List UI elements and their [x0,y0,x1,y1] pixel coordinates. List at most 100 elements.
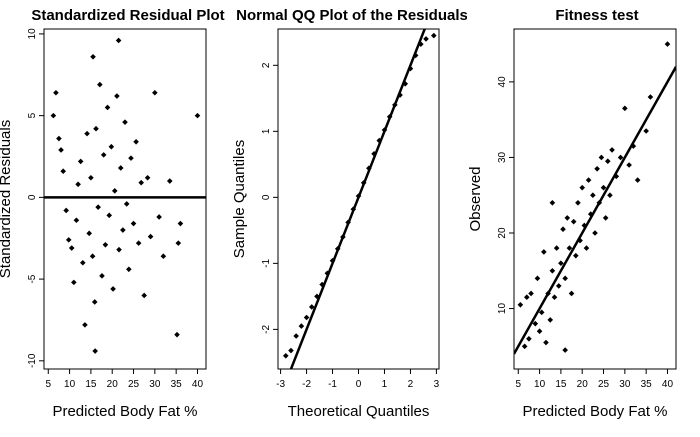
data-point [573,252,579,259]
x-axis-title: Theoretical Quantiles [288,403,430,420]
y-tick-label: 10 [497,303,508,315]
data-point [376,137,383,144]
data-point [630,143,637,149]
data-point [600,184,607,191]
data-point [68,245,75,251]
data-point [177,220,184,227]
data-point [536,328,543,335]
data-point [643,128,649,134]
plot-area [514,41,676,355]
data-point [609,147,615,153]
x-tick-label: 30 [149,379,161,390]
data-point [613,173,620,180]
data-point [175,240,182,246]
data-point [160,253,167,260]
data-point [585,177,592,183]
data-point [117,165,124,171]
data-point [102,241,109,248]
data-point [58,147,64,153]
data-point [598,154,605,161]
data-point [566,245,573,251]
x-tick-label: 15 [555,379,567,390]
reference-line [289,29,427,369]
x-tick-label: 25 [128,379,140,390]
y-tick-label: -5 [27,274,38,283]
data-point [345,219,351,226]
data-point [174,331,180,338]
data-point [99,273,105,279]
data-point [560,226,566,233]
data-point [115,37,122,44]
data-point [360,180,367,186]
data-point [547,317,554,323]
data-point [106,212,113,219]
x-tick-label: 35 [641,379,653,390]
data-point [111,188,118,194]
data-point [423,36,429,42]
data-point [135,240,142,246]
data-point [147,233,154,240]
y-tick-label: 0 [261,194,272,200]
data-point [555,283,562,289]
data-point [88,174,94,181]
data-point [82,322,88,328]
x-tick-label: 10 [64,379,76,390]
chart-panel-2: Normal QQ Plot of the Residuals -3 -2 -1 0 1 2… [231,7,468,420]
data-point [543,339,549,346]
data-point [110,286,116,292]
data-point [156,214,162,220]
plot-frame [513,28,677,370]
data-point [392,102,398,108]
y-tick-label: -2 [261,325,272,334]
data-point [402,80,409,87]
data-point [116,246,122,253]
x-tick-label: 5 [45,379,51,390]
data-point [534,275,541,282]
plot-frame [43,28,207,370]
data-point [381,127,388,133]
x-tick-label: 25 [598,379,610,390]
x-tick-label: 3 [434,379,440,390]
data-point [53,89,59,96]
data-point [92,348,98,354]
data-point [50,112,57,119]
data-point [194,112,201,119]
data-point [60,168,66,175]
data-point [104,104,111,111]
x-tick-label: -1 [328,379,337,390]
data-point [73,217,80,224]
data-point [564,215,571,221]
data-point [329,257,336,264]
data-point [166,178,173,184]
x-tick-label: 20 [577,379,589,390]
data-point [334,246,341,252]
x-axis-title: Predicted Body Fat % [522,403,667,420]
y-axis-title: Observed [467,166,484,231]
data-point [602,215,609,221]
chart-title: Fitness test [555,7,638,24]
data-point [607,192,613,199]
data-point [431,32,437,39]
data-point [90,53,96,60]
data-point [126,266,132,273]
data-point [91,299,98,305]
chart-title: Normal QQ Plot of the Residuals [236,7,468,24]
data-point [282,352,289,359]
data-point [617,154,624,161]
data-point [366,165,372,172]
data-point [647,94,654,100]
data-point [412,52,419,59]
y-tick-label: 5 [27,112,38,118]
data-point [568,290,575,297]
data-point [538,309,545,316]
x-tick-label: 30 [619,379,631,390]
data-point [63,207,69,214]
x-tick-label: 1 [382,379,388,390]
data-point [77,158,84,165]
data-point [541,249,547,255]
reference-line [514,66,676,355]
data-point [592,230,598,236]
data-point [130,220,137,227]
data-point [89,253,96,260]
